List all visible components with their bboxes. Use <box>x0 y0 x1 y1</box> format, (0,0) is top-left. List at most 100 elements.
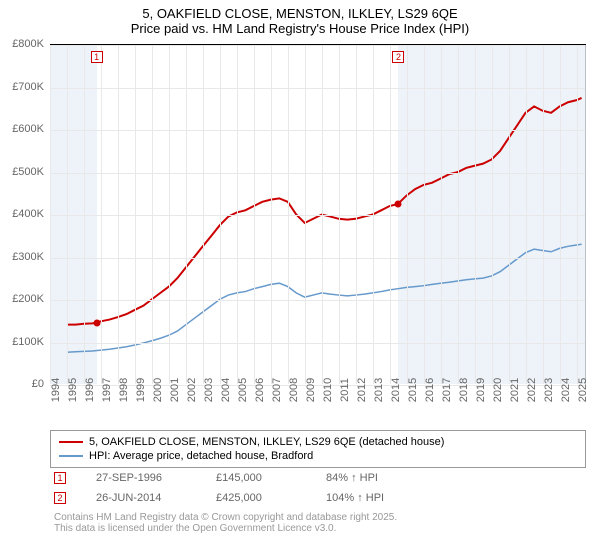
x-tick-label: 1996 <box>84 378 96 402</box>
gridline-v <box>441 45 442 384</box>
gridline-v <box>373 45 374 384</box>
y-tick-label: £100K <box>12 336 44 348</box>
x-tick-label: 2011 <box>339 378 351 402</box>
legend-area: 5, OAKFIELD CLOSE, MENSTON, ILKLEY, LS29… <box>50 430 586 538</box>
legend-box: 5, OAKFIELD CLOSE, MENSTON, ILKLEY, LS29… <box>50 430 586 468</box>
x-tick-label: 2021 <box>509 378 521 402</box>
x-tick-label: 2005 <box>237 378 249 402</box>
x-tick-label: 2010 <box>322 378 334 402</box>
gridline-v <box>203 45 204 384</box>
y-tick-label: £300K <box>12 251 44 263</box>
sale-row: 226-JUN-2014£425,000104% ↑ HPI <box>50 488 586 508</box>
sale-delta: 84% ↑ HPI <box>326 472 378 484</box>
chart-container: 5, OAKFIELD CLOSE, MENSTON, ILKLEY, LS29… <box>0 0 600 560</box>
series-hpi <box>67 244 582 352</box>
gridline-v <box>577 45 578 384</box>
sales-block: 127-SEP-1996£145,00084% ↑ HPI226-JUN-201… <box>50 468 586 508</box>
x-tick-label: 2008 <box>288 378 300 402</box>
legend-swatch <box>59 455 83 457</box>
gridline-h <box>50 45 585 46</box>
gridline-h <box>50 88 585 89</box>
footer: Contains HM Land Registry data © Crown c… <box>50 508 586 538</box>
y-tick-label: £800K <box>12 38 44 50</box>
sale-row-marker: 1 <box>54 472 66 484</box>
series-subject_property <box>67 98 582 325</box>
sale-dot-1 <box>93 320 100 327</box>
sale-date: 26-JUN-2014 <box>96 492 186 504</box>
sale-delta: 104% ↑ HPI <box>326 492 384 504</box>
title-subtitle: Price paid vs. HM Land Registry's House … <box>0 21 600 36</box>
gridline-v <box>560 45 561 384</box>
gridline-v <box>101 45 102 384</box>
legend-row: 5, OAKFIELD CLOSE, MENSTON, ILKLEY, LS29… <box>59 435 577 449</box>
gridline-v <box>135 45 136 384</box>
gridline-v <box>475 45 476 384</box>
gridline-v <box>424 45 425 384</box>
x-tick-label: 2009 <box>305 378 317 402</box>
x-tick-label: 2014 <box>390 378 402 402</box>
footer-line2: This data is licensed under the Open Gov… <box>54 523 582 534</box>
y-tick-label: £0 <box>32 378 44 390</box>
sale-price: £145,000 <box>216 472 296 484</box>
title-address: 5, OAKFIELD CLOSE, MENSTON, ILKLEY, LS29… <box>0 6 600 21</box>
x-tick-label: 2012 <box>356 378 368 402</box>
x-tick-label: 2003 <box>203 378 215 402</box>
gridline-v <box>237 45 238 384</box>
gridline-h <box>50 300 585 301</box>
gridline-v <box>356 45 357 384</box>
gridline-v <box>509 45 510 384</box>
gridline-v <box>322 45 323 384</box>
x-tick-label: 1998 <box>118 378 130 402</box>
x-tick-label: 2001 <box>169 378 181 402</box>
x-tick-label: 2002 <box>186 378 198 402</box>
legend-label: 5, OAKFIELD CLOSE, MENSTON, ILKLEY, LS29… <box>89 436 444 448</box>
y-tick-label: £600K <box>12 123 44 135</box>
y-tick-label: £700K <box>12 81 44 93</box>
gridline-v <box>84 45 85 384</box>
x-tick-label: 2024 <box>560 378 572 402</box>
sale-marker-1: 1 <box>91 51 103 63</box>
legend-row: HPI: Average price, detached house, Brad… <box>59 449 577 463</box>
y-tick-label: £200K <box>12 293 44 305</box>
x-tick-label: 2019 <box>475 378 487 402</box>
x-tick-label: 2025 <box>577 378 589 402</box>
gridline-v <box>339 45 340 384</box>
gridline-h <box>50 215 585 216</box>
x-tick-label: 2017 <box>441 378 453 402</box>
x-tick-label: 2000 <box>152 378 164 402</box>
x-tick-label: 2004 <box>220 378 232 402</box>
x-tick-label: 2013 <box>373 378 385 402</box>
gridline-v <box>220 45 221 384</box>
sale-row: 1 27-SEP-1996 £145,000 84% ↑ HPI <box>50 468 586 488</box>
gridline-v <box>67 45 68 384</box>
x-tick-label: 2016 <box>424 378 436 402</box>
gridline-v <box>271 45 272 384</box>
title-block: 5, OAKFIELD CLOSE, MENSTON, ILKLEY, LS29… <box>0 0 600 38</box>
y-axis: £0£100K£200K£300K£400K£500K£600K£700K£80… <box>0 44 50 384</box>
gridline-v <box>526 45 527 384</box>
legend-label: HPI: Average price, detached house, Brad… <box>89 450 313 462</box>
x-tick-label: 1999 <box>135 378 147 402</box>
sale-dot-2 <box>395 201 402 208</box>
gridline-v <box>254 45 255 384</box>
gridline-v <box>390 45 391 384</box>
sale-price: £425,000 <box>216 492 296 504</box>
legend-swatch <box>59 441 83 444</box>
x-tick-label: 2007 <box>271 378 283 402</box>
x-tick-label: 2006 <box>254 378 266 402</box>
x-tick-label: 1994 <box>50 378 62 402</box>
y-tick-label: £500K <box>12 166 44 178</box>
sale-date: 27-SEP-1996 <box>96 472 186 484</box>
gridline-v <box>118 45 119 384</box>
gridline-v <box>492 45 493 384</box>
gridline-v <box>50 45 51 384</box>
gridline-h <box>50 130 585 131</box>
gridline-v <box>407 45 408 384</box>
x-tick-label: 2015 <box>407 378 419 402</box>
gridline-h <box>50 173 585 174</box>
gridline-v <box>305 45 306 384</box>
x-tick-label: 2022 <box>526 378 538 402</box>
x-tick-label: 1997 <box>101 378 113 402</box>
gridline-v <box>152 45 153 384</box>
x-tick-label: 2020 <box>492 378 504 402</box>
